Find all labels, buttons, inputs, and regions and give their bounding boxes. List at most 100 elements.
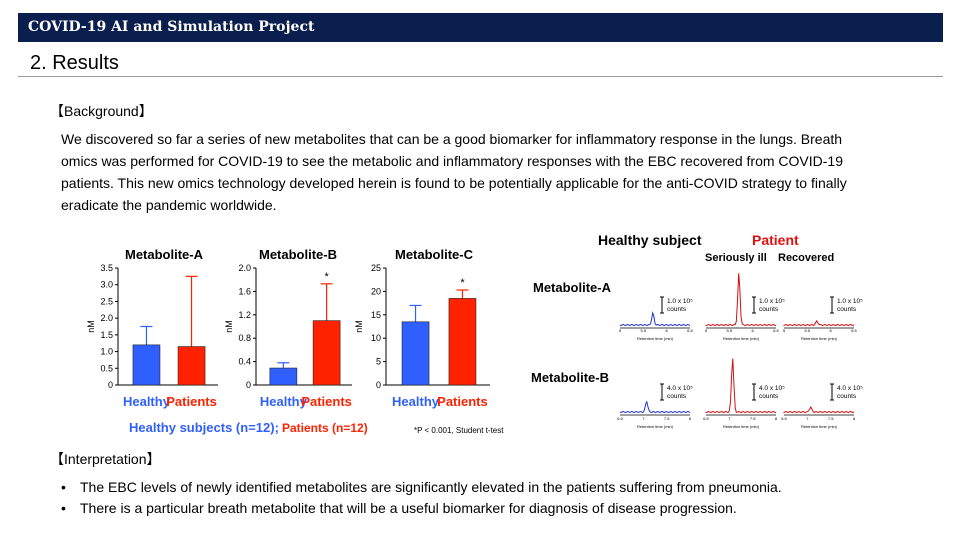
page-title: 2. Results <box>30 52 119 74</box>
legend-patients: Patients (n=12) <box>282 421 368 435</box>
chrom-tick-label: 8 <box>775 416 778 421</box>
chart-title: Metabolite-B <box>259 247 337 262</box>
y-tick-label: 1.2 <box>238 310 251 320</box>
chrom-tick-label: 7 <box>806 416 809 421</box>
patient-label: Patient <box>752 232 799 248</box>
y-tick-label: 0.5 <box>100 363 113 373</box>
scale-value: 1.0 x 10⁵ <box>837 298 863 305</box>
bar <box>132 344 161 386</box>
seriously-ill-label: Seriously ill <box>705 252 767 264</box>
scale-value: 1.0 x 10⁵ <box>667 298 693 305</box>
y-tick-label: 0.8 <box>238 333 251 343</box>
y-tick-label: 1.0 <box>100 347 113 357</box>
chrom-tick-label: 5.5 <box>727 328 733 333</box>
significance-mark: * <box>460 277 465 289</box>
chrom-x-label: Retention time (min) <box>637 336 674 341</box>
chromatogram-trace <box>619 310 691 327</box>
y-tick-label: 10 <box>371 333 381 343</box>
recovered-label: Recovered <box>778 252 835 264</box>
category-label: Healthy <box>123 394 171 409</box>
chrom-tick-label: 6 <box>752 328 755 333</box>
y-tick-label: 2.5 <box>100 296 113 306</box>
y-tick-label: 0 <box>376 380 381 390</box>
y-tick-label: 1.5 <box>100 330 113 340</box>
chrom-tick-label: 6.5 <box>687 328 693 333</box>
y-tick-label: 0 <box>246 380 251 390</box>
bar <box>269 367 298 386</box>
chrom-row-label: Metabolite-A <box>533 280 611 295</box>
chrom-tick-label: 6.5 <box>851 328 857 333</box>
y-axis-label: nM <box>224 320 234 333</box>
bullet-text: The EBC levels of newly identified metab… <box>80 479 782 495</box>
interpretation-heading: 【Interpretation】 <box>50 451 161 467</box>
chrom-x-label: Retention time (min) <box>801 424 838 429</box>
chrom-tick-label: 7 <box>642 416 645 421</box>
chart-title: Metabolite-A <box>125 247 204 262</box>
chrom-tick-label: 6 <box>830 328 833 333</box>
chrom-x-label: Retention time (min) <box>723 424 760 429</box>
chromatogram-trace <box>705 358 776 414</box>
scale-unit: counts <box>759 393 779 400</box>
chrom-tick-label: 6.5 <box>617 416 623 421</box>
chrom-tick-label: 7.5 <box>828 416 834 421</box>
chrom-tick-label: 5 <box>783 328 786 333</box>
bar <box>401 321 430 386</box>
chromatogram-trace <box>705 273 776 327</box>
scale-unit: counts <box>667 306 687 313</box>
chrom-x-label: Retention time (min) <box>801 336 838 341</box>
background-line: eradicate the pandemic worldwide. <box>61 197 277 213</box>
y-tick-label: 3.0 <box>100 280 113 290</box>
y-tick-label: 15 <box>371 310 381 320</box>
scale-unit: counts <box>837 393 857 400</box>
y-tick-label: 25 <box>371 263 381 273</box>
y-axis-label: nM <box>354 320 364 333</box>
chrom-row-label: Metabolite-B <box>531 370 609 385</box>
chrom-tick-label: 5.5 <box>805 328 811 333</box>
title-divider <box>18 76 943 77</box>
chrom-tick-label: 5 <box>619 328 622 333</box>
y-tick-label: 3.5 <box>100 263 113 273</box>
chrom-tick-label: 8 <box>689 416 692 421</box>
chrom-tick-label: 6.5 <box>773 328 779 333</box>
chrom-x-label: Retention time (min) <box>723 336 760 341</box>
chrom-tick-label: 6.5 <box>703 416 709 421</box>
scale-value: 1.0 x 10⁵ <box>759 298 785 305</box>
interpretation-list: • The EBC levels of newly identified meta… <box>61 477 782 519</box>
chrom-tick-label: 6.5 <box>781 416 787 421</box>
y-tick-label: 1.6 <box>238 286 251 296</box>
y-tick-label: 5 <box>376 357 381 367</box>
category-label: Patients <box>301 394 352 409</box>
healthy-subject-label: Healthy subject <box>598 232 702 248</box>
chromatogram-trace <box>783 319 855 327</box>
project-banner: COVID-19 AI and Simulation Project <box>18 13 943 42</box>
scale-unit: counts <box>759 306 779 313</box>
scale-unit: counts <box>837 306 857 313</box>
background-line: We discovered so far a series of new met… <box>61 131 843 147</box>
bar <box>177 346 206 386</box>
chrom-tick-label: 6 <box>666 328 669 333</box>
chrom-tick-label: 7 <box>728 416 731 421</box>
scale-value: 4.0 x 10⁵ <box>837 385 863 392</box>
y-tick-label: 2.0 <box>238 263 251 273</box>
chrom-tick-label: 7.5 <box>664 416 670 421</box>
y-axis-label: nM <box>86 320 96 333</box>
background-paragraph: We discovered so far a series of new met… <box>61 128 891 216</box>
scale-value: 4.0 x 10⁵ <box>667 385 693 392</box>
y-tick-label: 0.4 <box>238 357 251 367</box>
category-label: Healthy <box>260 394 308 409</box>
chrom-tick-label: 5.5 <box>641 328 647 333</box>
y-tick-label: 0 <box>108 380 113 390</box>
category-label: Healthy <box>392 394 440 409</box>
list-item: • The EBC levels of newly identified meta… <box>61 479 782 495</box>
banner-title: COVID-19 AI and Simulation Project <box>28 19 315 35</box>
chart-title: Metabolite-C <box>395 247 474 262</box>
bar <box>448 298 477 386</box>
chrom-tick-label: 5 <box>705 328 708 333</box>
significance-mark: * <box>324 271 329 283</box>
y-tick-label: 2.0 <box>100 313 113 323</box>
legend-healthy: Healthy subjects (n=12); <box>129 420 279 435</box>
category-label: Patients <box>166 394 217 409</box>
scale-unit: counts <box>667 393 687 400</box>
